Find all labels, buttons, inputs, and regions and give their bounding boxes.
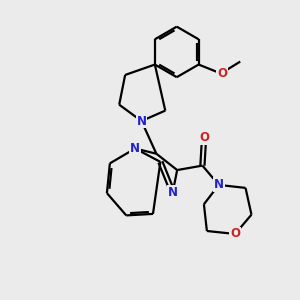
Text: N: N [130, 142, 140, 155]
Text: N: N [214, 178, 224, 191]
Text: N: N [168, 186, 178, 199]
Text: O: O [199, 131, 209, 145]
Text: O: O [230, 227, 240, 241]
Text: N: N [136, 115, 146, 128]
Text: O: O [218, 67, 227, 80]
